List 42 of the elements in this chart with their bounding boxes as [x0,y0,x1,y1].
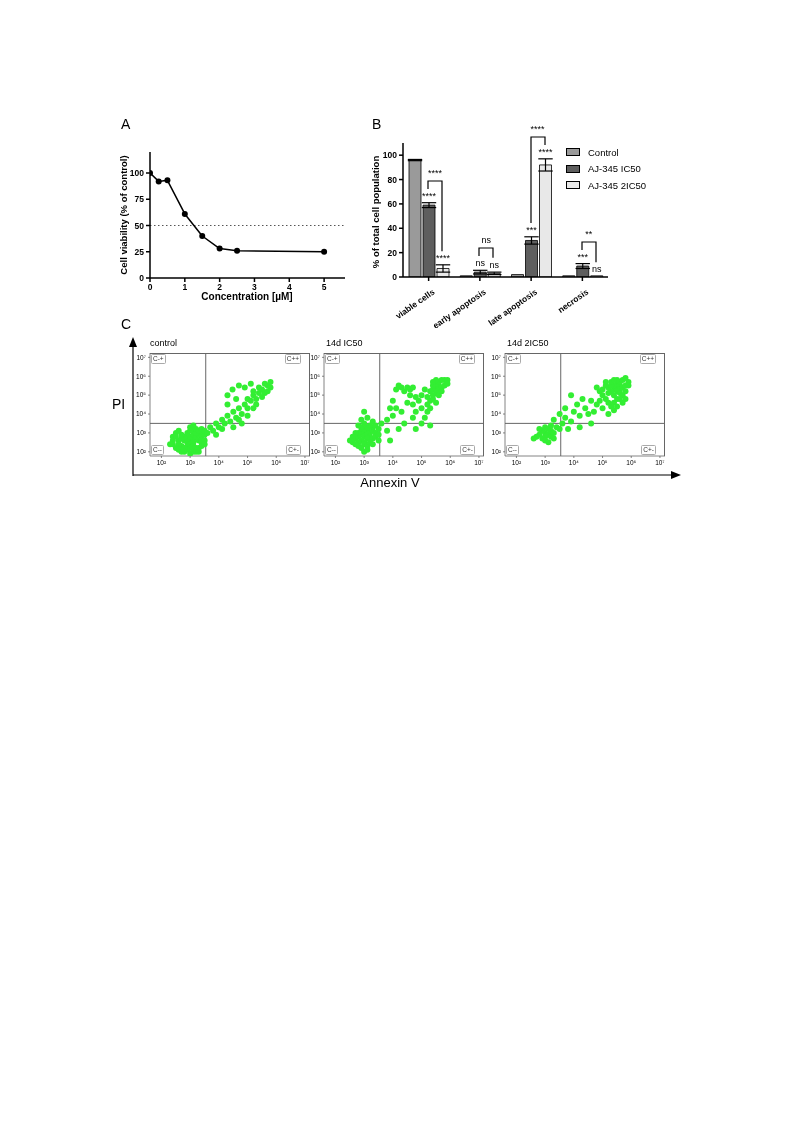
legend-label: AJ-345 2IC50 [588,179,647,191]
x-tick-label: 4 [286,282,292,293]
y-tick-label: 20 [387,247,398,258]
annotation: **** [427,167,443,178]
y-axis-title: PI [112,396,126,413]
legend-label: Control [588,146,619,158]
x-tick-label: 3 [252,282,258,293]
annotation: ns [481,235,492,246]
chart-subtitle: control [150,338,178,349]
x-axis-title: Concentration [µM] [201,291,293,302]
chart-title: B [372,116,382,133]
y-axis-title: % of total cell population [369,155,382,269]
y-tick-label: 80 [387,174,398,185]
data-label: **** [421,190,437,201]
data-label: ns [475,258,486,269]
chart-title: A [121,116,131,133]
text: **** [530,123,545,134]
chart-title: C [121,316,132,333]
data-label: ns [489,260,500,271]
legend-label: AJ-345 IC50 [588,163,641,175]
y-tick-label: 100 [129,168,145,179]
y-tick-label: 25 [134,246,145,257]
chart-title: 14d IC50 [326,338,363,349]
y-tick-label: 0 [139,273,145,284]
data-label: ns [591,263,602,274]
x-tick-label: 2 [217,282,223,293]
x-axis-title: Annexin V [360,475,420,491]
data-label: **** [538,146,553,157]
annotation: ** [585,228,593,239]
y-tick-label: 100 [382,150,398,161]
data-label: **** [435,252,451,263]
y-tick-label: 0 [392,272,398,283]
y-tick-label: 50 [134,220,145,231]
x-tick-label: 1 [182,282,188,293]
y-tick-label: 40 [387,223,398,234]
data-label: *** [577,251,589,262]
chart-title: 14d 2IC50 [507,338,549,349]
data-label: *** [526,224,538,235]
y-tick-label: 75 [134,194,145,205]
y-tick-label: 60 [387,198,398,209]
x-tick-label: 5 [321,282,327,293]
y-axis-title: Cell viability (% of control) [117,155,130,275]
